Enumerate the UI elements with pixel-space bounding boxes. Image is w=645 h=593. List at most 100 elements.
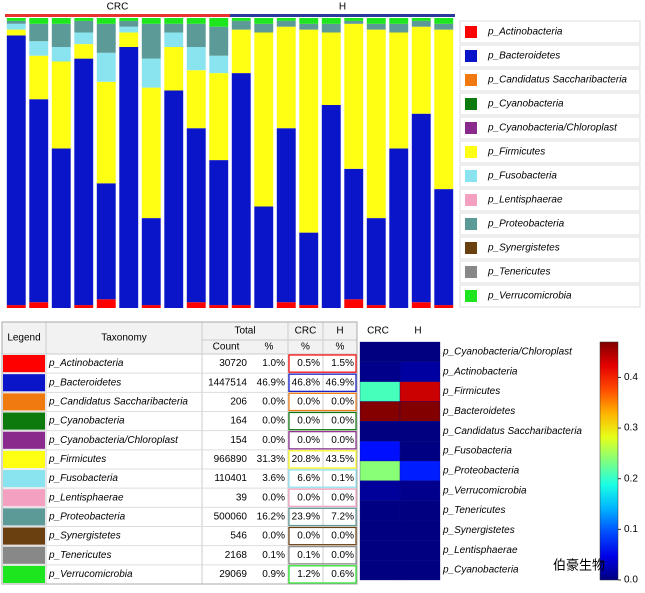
row-label: p_Cyanobacteria [442, 565, 519, 576]
heatmap-cell [399, 361, 441, 382]
heatmap-cell [399, 520, 441, 541]
bar-segment [29, 41, 49, 56]
group-bar [230, 14, 455, 17]
legend-cell-swatch [3, 546, 45, 564]
bar-segment [344, 299, 364, 308]
crc-percent: 0.0% [297, 435, 320, 446]
legend-swatch [465, 218, 477, 230]
group-cell-border [288, 488, 357, 507]
bar-segment [299, 23, 319, 30]
bar-segment [344, 23, 364, 169]
bar-segment [141, 218, 161, 306]
bar-segment [299, 232, 319, 306]
taxonomy: p_Lentisphaerae [48, 492, 124, 503]
crc-percent: 1.2% [297, 569, 320, 580]
group-label: CRC [107, 2, 129, 13]
bar-segment [411, 18, 431, 21]
crc-percent: 0.0% [297, 416, 320, 427]
taxonomy: p_Fusobacteria [48, 473, 118, 484]
legend-cell-swatch [3, 565, 45, 583]
bar-segment [29, 55, 49, 100]
bar-segment [141, 305, 161, 308]
row-label: p_Cyanobacteria/Chloroplast [442, 347, 573, 358]
legend-label: p_Cyanobacteria/Chloroplast [487, 123, 618, 134]
bar-segment [96, 23, 116, 53]
legend-label: p_Candidatus Saccharibacteria [487, 75, 627, 86]
heatmap-cell [359, 441, 401, 462]
bar-segment [209, 73, 229, 161]
count: 154 [230, 435, 247, 446]
bar-segment [254, 23, 274, 33]
group-cell-border [288, 565, 357, 584]
bar-segment [209, 305, 229, 308]
bar-segment [366, 218, 386, 306]
h-percent: 0.0% [331, 397, 354, 408]
heatmap-cell [399, 560, 441, 581]
heatmap-cell [399, 441, 441, 462]
heatmap-cell [359, 421, 401, 442]
bar-segment [164, 32, 184, 47]
row-label: p_Tenericutes [442, 505, 505, 516]
bar-segment [164, 47, 184, 91]
bar-segment [119, 47, 139, 308]
bar-segment [411, 20, 431, 27]
legend-box [459, 140, 641, 164]
row-label: p_Fusobacteria [442, 446, 512, 457]
bar-segment [209, 26, 229, 56]
bar-segment [231, 305, 251, 308]
count: 500060 [214, 512, 248, 523]
bar-segment [254, 206, 274, 308]
bar-segment [119, 20, 139, 27]
column-label: CRC [367, 326, 389, 337]
table-header: CRC [295, 326, 317, 337]
bar-segment [411, 26, 431, 114]
heatmap-cell [359, 520, 401, 541]
h-percent: 0.0% [331, 416, 354, 427]
bar-segment [186, 302, 206, 308]
bar-segment [6, 35, 26, 306]
legend-swatch [465, 194, 477, 206]
bar-segment [276, 20, 296, 27]
bar-segment [231, 29, 251, 74]
legend-cell-swatch [3, 412, 45, 430]
taxonomy: p_Cyanobacteria/Chloroplast [48, 435, 179, 446]
bar-segment [141, 58, 161, 88]
count: 29069 [219, 569, 247, 580]
legend-swatch [465, 98, 477, 110]
legend-label: p_Firmicutes [487, 147, 545, 158]
bar-segment [411, 302, 431, 308]
legend-label: p_Proteobacteria [487, 219, 565, 230]
table-header-bg [1, 321, 358, 355]
bar-segment [299, 305, 319, 308]
taxonomy: p_Verrucomicrobia [48, 569, 133, 580]
colorbar-tick-label: 0.4 [624, 372, 638, 383]
legend-cell-swatch [3, 508, 45, 526]
row-label: p_Actinobacteria [442, 366, 518, 377]
legend-swatch [465, 170, 477, 182]
bar-segment [119, 26, 139, 33]
bar-segment [29, 23, 49, 42]
count: 30720 [219, 358, 247, 369]
bar-segment [74, 32, 94, 45]
heatmap-cell [359, 560, 401, 581]
table-header: Taxonomy [101, 333, 147, 344]
plot-background [5, 18, 455, 308]
bar-segment [366, 305, 386, 308]
group-cell-border [288, 546, 357, 565]
bar-segment [276, 18, 296, 21]
bar-segment [96, 81, 116, 184]
bar-segment [434, 189, 454, 306]
count: 39 [236, 492, 248, 503]
crc-percent: 46.8% [292, 377, 320, 388]
h-percent: 7.2% [331, 512, 354, 523]
taxonomy: p_Actinobacteria [48, 358, 124, 369]
legend-label: p_Synergistetes [487, 243, 560, 254]
bar-segment [186, 70, 206, 129]
bar-segment [344, 18, 364, 21]
crc-percent: 23.9% [292, 512, 320, 523]
h-percent: 46.9% [326, 377, 354, 388]
count: 1447514 [208, 377, 247, 388]
bar-segment [96, 52, 116, 82]
count: 164 [230, 416, 247, 427]
legend-swatch [465, 146, 477, 158]
